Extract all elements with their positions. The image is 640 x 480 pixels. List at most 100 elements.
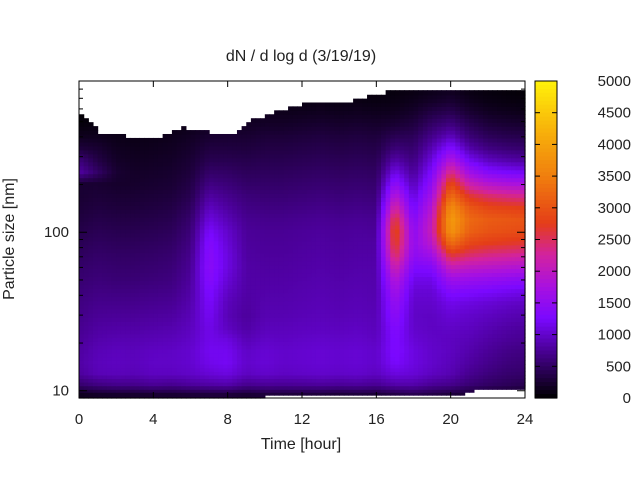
heatmap-cell	[102, 341, 108, 346]
heatmap-cell	[223, 296, 229, 302]
heatmap-cell	[450, 256, 456, 262]
heatmap-cell	[348, 333, 354, 339]
heatmap-cell	[134, 337, 140, 342]
heatmap-cell	[455, 209, 461, 214]
heatmap-cell	[250, 382, 257, 387]
heatmap-cell	[422, 337, 429, 342]
heatmap-cell	[288, 304, 294, 310]
heatmap-cell	[520, 378, 526, 383]
heatmap-cell	[227, 217, 233, 222]
heatmap-cell	[246, 205, 252, 210]
heatmap-cell	[464, 348, 470, 354]
heatmap-cell	[497, 201, 503, 206]
heatmap-cell	[213, 240, 219, 246]
heatmap-cell	[390, 264, 396, 270]
heatmap-cell	[88, 389, 94, 393]
heatmap-cell	[362, 197, 368, 202]
heatmap-cell	[422, 382, 429, 387]
heatmap-cell	[339, 260, 345, 266]
heatmap-cell	[88, 288, 94, 294]
heatmap-cell	[171, 276, 178, 282]
heatmap-cell	[464, 221, 470, 226]
heatmap-cell	[380, 344, 387, 350]
heatmap-cell	[171, 213, 178, 218]
heatmap-cell	[446, 344, 452, 350]
heatmap-cell	[292, 329, 298, 335]
heatmap-cell	[223, 382, 229, 387]
heatmap-cell	[134, 201, 140, 206]
heatmap-cell	[79, 288, 85, 294]
heatmap-cell	[92, 348, 99, 354]
heatmap-cell	[246, 385, 252, 390]
heatmap-cell	[311, 333, 317, 339]
heatmap-cell	[213, 352, 219, 358]
heatmap-cell	[102, 228, 108, 234]
heatmap-cell	[209, 392, 215, 396]
heatmap-cell	[181, 296, 187, 302]
heatmap-cell	[469, 221, 475, 226]
heatmap-cell	[302, 240, 308, 246]
heatmap-cell	[413, 260, 419, 266]
heatmap-cell	[418, 333, 424, 339]
heatmap-cell	[181, 313, 187, 318]
heatmap-cell	[367, 252, 373, 258]
heatmap-cell	[329, 308, 336, 314]
heatmap-cell	[153, 197, 159, 202]
heatmap-cell	[92, 284, 99, 290]
heatmap-cell	[325, 197, 331, 202]
heatmap-cell	[213, 209, 219, 214]
heatmap-cell	[120, 276, 127, 282]
heatmap-cell	[97, 329, 103, 335]
heatmap-cell	[213, 236, 219, 242]
heatmap-cell	[241, 209, 247, 214]
heatmap-cell	[250, 308, 257, 314]
heatmap-cell	[399, 321, 405, 327]
heatmap-cell	[120, 221, 127, 226]
heatmap-cell	[176, 325, 182, 331]
heatmap-cell	[195, 321, 201, 327]
heatmap-cell	[139, 382, 145, 387]
heatmap-cell	[116, 356, 122, 361]
heatmap-cell	[176, 356, 182, 361]
heatmap-cell	[325, 244, 331, 250]
heatmap-cell	[227, 313, 233, 318]
heatmap-cell	[390, 240, 396, 246]
heatmap-cell	[79, 260, 85, 266]
heatmap-cell	[148, 337, 154, 342]
heatmap-cell	[343, 333, 350, 339]
heatmap-cell	[357, 341, 363, 346]
heatmap-cell	[227, 236, 233, 242]
heatmap-cell	[116, 205, 122, 210]
heatmap-cell	[264, 209, 271, 214]
heatmap-cell	[181, 264, 187, 270]
heatmap-cell	[269, 197, 275, 202]
heatmap-cell	[492, 256, 498, 262]
heatmap-cell	[436, 356, 442, 361]
heatmap-cell	[288, 221, 294, 226]
heatmap-cell	[292, 313, 298, 318]
heatmap-cell	[408, 385, 415, 390]
heatmap-cell	[278, 382, 285, 387]
heatmap-cell	[111, 213, 117, 218]
heatmap-cell	[199, 392, 206, 396]
heatmap-cell	[167, 252, 173, 258]
heatmap-cell	[102, 268, 108, 274]
heatmap-cell	[209, 352, 215, 358]
heatmap-cell	[427, 344, 433, 350]
heatmap-cell	[83, 244, 89, 250]
heatmap-cell	[408, 209, 415, 214]
heatmap-cell	[260, 225, 266, 230]
heatmap-cell	[190, 201, 196, 206]
heatmap-cell	[236, 321, 243, 327]
heatmap-cell	[320, 296, 326, 302]
heatmap-cell	[325, 329, 331, 335]
heatmap-cell	[413, 385, 419, 390]
heatmap-cell	[255, 300, 261, 306]
heatmap-cell	[511, 378, 517, 383]
heatmap-cell	[209, 240, 215, 246]
heatmap-cell	[492, 341, 498, 346]
heatmap-cell	[88, 276, 94, 282]
heatmap-cell	[195, 382, 201, 387]
heatmap-cell	[478, 201, 484, 206]
heatmap-cell	[144, 308, 150, 314]
